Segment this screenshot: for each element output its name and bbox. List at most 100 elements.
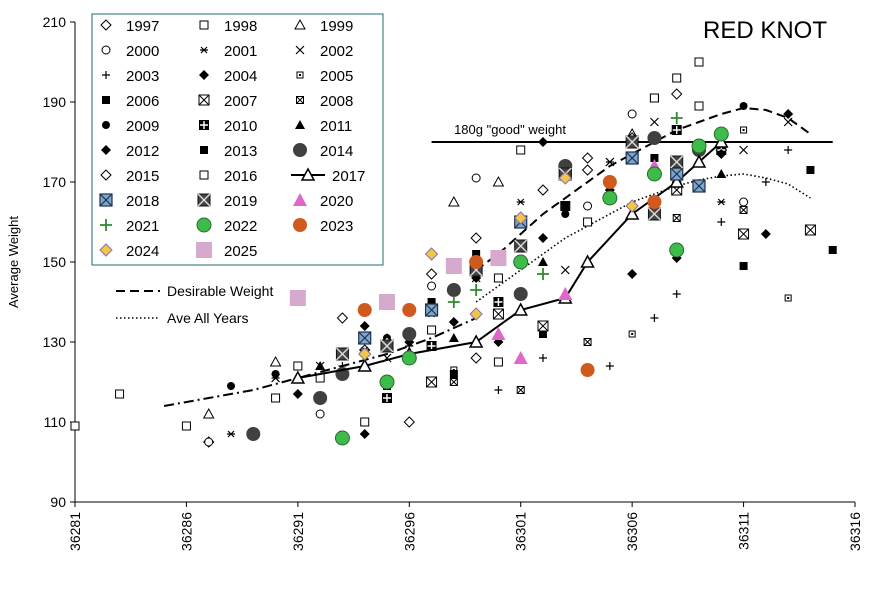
- series-2022: [334, 126, 729, 446]
- data-point: [448, 333, 459, 342]
- data-point: [449, 378, 458, 386]
- data-point: [650, 314, 659, 322]
- data-point: [471, 173, 481, 183]
- data-point: [493, 297, 504, 307]
- legend-item-2018: 2018: [99, 193, 159, 210]
- data-point: [204, 437, 214, 447]
- data-point: [271, 393, 281, 403]
- series-2024: [358, 171, 639, 361]
- legend-item-2017: 2017: [291, 167, 365, 185]
- legend-item-2011: 2011: [295, 118, 352, 135]
- legend-label: 1999: [320, 18, 353, 35]
- data-point: [468, 334, 484, 348]
- data-point: [293, 361, 303, 371]
- legend-marker: [100, 219, 112, 231]
- data-point: [493, 273, 503, 283]
- trend-legend: Desirable Weight Ave All Years: [116, 283, 273, 326]
- data-point: [625, 199, 639, 213]
- legend-item-2007: 2007: [198, 93, 257, 110]
- data-point: [448, 195, 460, 207]
- legend-item-2000: 2000: [101, 43, 159, 60]
- data-point: [558, 287, 573, 300]
- data-point: [672, 290, 681, 298]
- data-point: [646, 166, 662, 182]
- data-point: [561, 210, 570, 218]
- legend-item-2009: 2009: [102, 118, 159, 135]
- data-point: [315, 361, 326, 370]
- legend-frame: [91, 13, 384, 266]
- data-point: [602, 175, 617, 189]
- data-point: [670, 155, 684, 169]
- data-point: [627, 109, 637, 119]
- data-point: [716, 169, 727, 178]
- data-point: [717, 198, 726, 206]
- data-point: [470, 232, 482, 244]
- data-point: [538, 233, 548, 243]
- series-2003: [338, 146, 793, 394]
- data-point: [359, 429, 370, 439]
- data-point: [624, 206, 640, 220]
- legend-marker: [295, 120, 305, 129]
- data-point: [561, 202, 570, 210]
- legend-item-1999: 1999: [294, 18, 353, 35]
- data-point: [379, 294, 395, 310]
- legend-label: 2021: [126, 218, 159, 235]
- series-2008: [449, 206, 748, 394]
- data-point: [537, 268, 549, 280]
- legend-label: 2017: [332, 168, 365, 185]
- legend-label: 2014: [320, 143, 353, 160]
- y-tick-label: 130: [43, 334, 67, 350]
- legend-item-2001: 2001: [200, 43, 257, 60]
- data-point: [670, 112, 683, 124]
- legend-item-2022: 2022: [196, 217, 257, 235]
- legend-label: 2025: [224, 243, 257, 260]
- legend-marker: [99, 243, 113, 257]
- chart-title: RED KNOT: [703, 17, 827, 44]
- x-tick-label: 36301: [513, 512, 529, 551]
- legend-item-2021: 2021: [100, 218, 159, 235]
- series-2007: [426, 184, 816, 388]
- legend-item-2005: 2005: [296, 68, 353, 85]
- legend-item-2023: 2023: [293, 218, 353, 235]
- data-point: [516, 386, 525, 394]
- data-point: [760, 229, 771, 239]
- data-point: [717, 218, 726, 226]
- data-point: [583, 201, 593, 211]
- legend-label: 2010: [224, 118, 257, 135]
- data-point: [227, 382, 235, 390]
- legend-label: 2009: [126, 118, 159, 135]
- legend-marker: [102, 121, 110, 129]
- legend-marker: [294, 18, 306, 30]
- data-point: [513, 287, 528, 301]
- data-point: [446, 283, 461, 297]
- data-point: [472, 250, 481, 258]
- data-point: [539, 330, 547, 338]
- trend-line-dashdot: [163, 317, 477, 407]
- data-point: [605, 157, 615, 167]
- data-point: [359, 321, 370, 331]
- data-point: [670, 167, 684, 181]
- data-point: [313, 391, 328, 405]
- x-tick-label: 36291: [290, 512, 306, 551]
- data-point: [492, 308, 504, 320]
- series-2023: [357, 175, 662, 377]
- data-point: [602, 190, 618, 206]
- y-tick-label: 170: [43, 174, 67, 190]
- data-point: [672, 214, 681, 222]
- data-point: [401, 350, 417, 366]
- data-point: [804, 224, 816, 236]
- data-point: [581, 164, 594, 176]
- legend-item-2013: 2013: [200, 143, 257, 160]
- legend-label: 2024: [126, 243, 159, 260]
- legend-marker: [102, 71, 110, 79]
- data-point: [335, 347, 349, 361]
- data-point: [580, 363, 595, 377]
- data-point: [806, 166, 815, 174]
- legend-marker: [200, 46, 208, 54]
- legend-item-2025: 2025: [196, 242, 257, 260]
- data-point: [181, 421, 191, 431]
- legend-label: 2001: [224, 43, 257, 60]
- data-point: [402, 303, 417, 317]
- data-point: [445, 258, 462, 274]
- legend-marker: [293, 218, 307, 232]
